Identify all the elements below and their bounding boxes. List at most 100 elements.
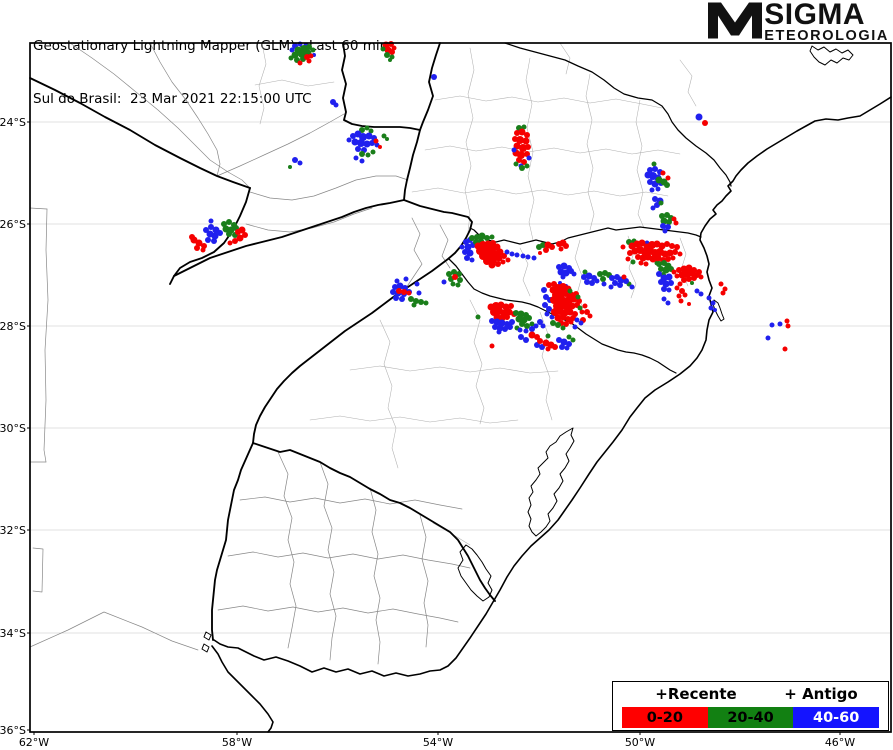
lightning-dot	[513, 161, 519, 167]
lightning-dot	[478, 232, 486, 240]
lightning-dot	[524, 151, 530, 157]
lightning-dot	[643, 261, 649, 267]
lat-axis-label: 30°S	[0, 422, 26, 435]
lon-axis-label: 62°W	[19, 736, 49, 749]
lightning-dot	[401, 289, 407, 295]
neighbor-admin-lines	[419, 514, 429, 648]
lightning-dot	[686, 276, 692, 282]
lightning-dot	[363, 140, 371, 148]
lightning-dot	[651, 161, 657, 167]
lightning-dot	[630, 259, 636, 265]
lightning-dot	[660, 217, 668, 225]
lightning-dot	[537, 338, 543, 344]
lon-axis-label: 46°W	[825, 736, 855, 749]
lightning-dot	[782, 346, 788, 352]
lightning-dot	[560, 262, 568, 270]
gridless-municipal-lines	[635, 99, 645, 229]
lightning-dot	[359, 127, 365, 133]
lightning-dot	[679, 288, 685, 294]
lightning-dot	[355, 146, 361, 152]
lightning-dot	[373, 138, 379, 144]
lightning-dot	[496, 329, 502, 335]
gridless-municipal-lines	[254, 79, 335, 87]
lightning-dot	[587, 313, 593, 319]
lightning-dot	[211, 238, 217, 244]
lightning-dot	[351, 138, 359, 146]
lightning-dot	[577, 305, 583, 311]
lightning-dot	[333, 102, 339, 108]
neighbor-admin-lines	[149, 42, 221, 177]
lightning-dot	[403, 276, 409, 282]
coastline	[213, 96, 892, 677]
lightning-dot	[495, 261, 501, 267]
lightning-dot	[585, 272, 593, 280]
lightning-dot	[665, 300, 671, 306]
lightning-dot	[529, 321, 535, 327]
lightning-dot	[388, 58, 392, 62]
lightning-dot	[451, 269, 457, 275]
lightning-dot	[414, 281, 420, 287]
lightning-dot	[664, 182, 670, 188]
lightning-dot	[575, 294, 581, 300]
lightning-dot	[566, 341, 572, 347]
lightning-dot	[658, 266, 664, 272]
neighbor-admin-lines	[69, 42, 251, 189]
lightning-dot	[413, 298, 419, 304]
lightning-dot	[600, 276, 606, 282]
gridless-municipal-lines	[464, 47, 475, 233]
lightning-dot	[691, 275, 697, 281]
lightning-dot	[390, 289, 396, 295]
lightning-dot	[513, 142, 521, 150]
lightning-dot	[708, 305, 714, 311]
lightning-dot	[298, 50, 306, 58]
neighbor-admin-lines	[277, 451, 297, 649]
lightning-dot	[384, 52, 390, 58]
lightning-dot	[304, 54, 310, 60]
lightning-dot	[526, 315, 532, 321]
lightning-dot	[620, 244, 626, 250]
lightning-dot	[380, 46, 386, 52]
lightning-dot	[483, 257, 491, 265]
lightning-dot	[353, 155, 359, 161]
country-borders	[211, 442, 254, 641]
lightning-dot	[396, 288, 402, 294]
lightning-dot	[608, 284, 614, 290]
lightning-dot	[690, 281, 694, 285]
lightning-dot	[489, 343, 495, 349]
lightning-dot	[564, 345, 570, 351]
lightning-dot	[441, 279, 447, 285]
lightning-dot	[526, 155, 532, 161]
lightning-dot	[572, 324, 578, 330]
lightning-dot	[238, 226, 246, 234]
lightning-dot	[518, 128, 526, 136]
lightning-dot	[200, 247, 206, 253]
lightning-dot	[625, 256, 631, 262]
lightning-dot	[505, 257, 511, 263]
lightning-dot	[475, 314, 481, 320]
gridless-municipal-lines	[469, 299, 485, 425]
lightning-dot	[484, 235, 490, 241]
gridless-municipal-lines	[411, 187, 669, 197]
neighbor-admin-lines	[369, 487, 381, 665]
lightning-dot	[310, 47, 316, 53]
lightning-dot	[674, 285, 680, 291]
lightning-dot	[508, 303, 514, 309]
lightning-dot	[514, 130, 520, 136]
lightning-dot	[765, 335, 771, 341]
lightning-dot	[777, 321, 783, 327]
lightning-dot	[540, 323, 546, 329]
lightning-dot	[288, 55, 294, 61]
lightning-dot	[785, 323, 791, 329]
lightning-dot	[393, 295, 399, 301]
lightning-dot	[359, 151, 365, 157]
lightning-dot	[706, 295, 712, 301]
lightning-dot	[556, 264, 562, 270]
lightning-dot	[459, 244, 465, 250]
water-bodies	[712, 299, 725, 322]
lightning-dot	[292, 157, 298, 163]
lightning-dot	[647, 167, 653, 173]
lightning-dot	[306, 44, 312, 50]
lightning-dot	[195, 239, 203, 247]
neighbor-admin-lines	[227, 551, 471, 569]
lightning-dot	[665, 273, 673, 281]
